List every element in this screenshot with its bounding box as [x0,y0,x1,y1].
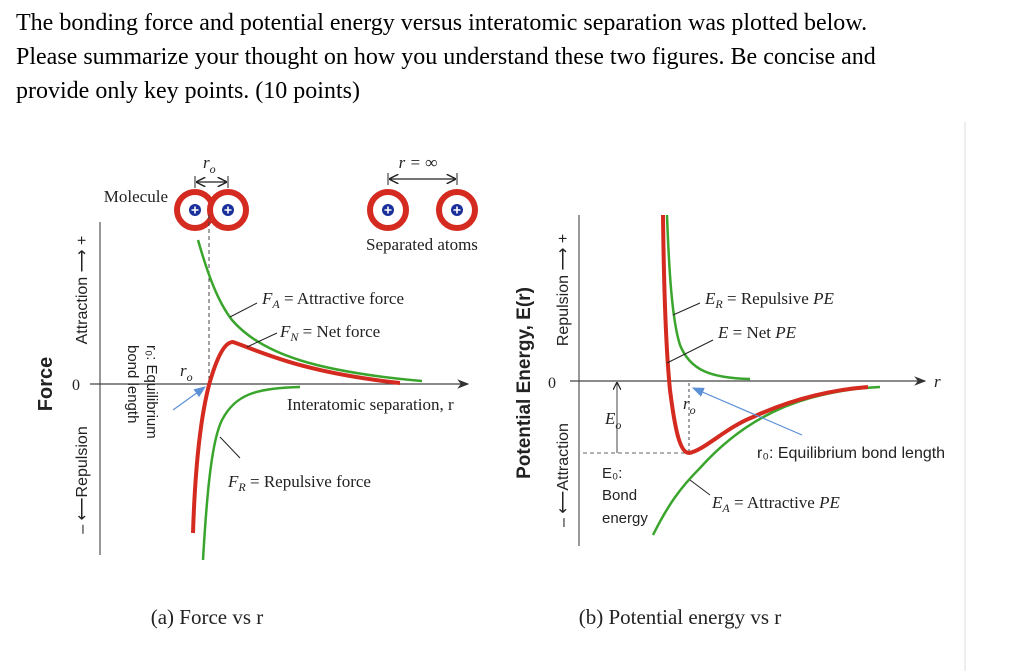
er-label: ER = Repulsive PE [704,289,834,311]
x-axis-label: Interatomic separation, r [287,395,454,414]
caption-a: (a) Force vs r [151,605,264,629]
ro-top-label: ro [203,153,216,176]
equilibrium-label-line2: bond length [124,345,141,423]
molecule-label: Molecule [104,187,168,206]
eo-label: Eo [604,409,621,432]
equilibrium-label-line1: r₀: Equilibrium [143,345,160,439]
fa-label: FA = Attractive force [261,289,404,311]
force-figure: 0 Force Attraction ⟶ + – ⟵Repulsion Mole… [35,153,478,629]
x-axis-label: r [934,372,941,391]
ro-label: ro [683,394,696,417]
nucleus-plus-icon [222,204,234,216]
molecule-atoms [174,189,249,231]
bond-energy-label: E₀: [602,465,622,482]
r-infinity-label: r = ∞ [399,153,438,172]
fr-label: FR = Repulsive force [227,472,371,494]
bond-energy-label: Bond [602,487,637,504]
ro-pointer-arrow [172,386,206,411]
question-line: provide only key points. (10 points) [16,78,360,104]
question-line: The bonding force and potential energy v… [16,10,868,36]
y-title: Potential Energy, E(r) [514,287,535,479]
net-force-curve [191,339,401,534]
y-title: Force [35,357,57,411]
y-negative-label: – ⟵Attraction [555,423,572,527]
ro-axis-label: ro [180,361,193,384]
zero-label: 0 [72,377,80,394]
repulsive-pe-curve [665,214,751,381]
ea-leader [689,479,711,496]
en-label: E = Net PE [717,323,797,342]
y-positive-label: Repulsion ⟶ + [555,234,572,346]
net-pe-curve [661,214,869,456]
nucleus-plus-icon [382,204,394,216]
question-line: Please summarize your thought on how you… [16,44,876,70]
zero-label: 0 [548,375,556,392]
nucleus-plus-icon [451,204,463,216]
nucleus-plus-icon [189,204,201,216]
y-negative-label: – ⟵Repulsion [74,426,91,533]
ro-pointer-arrow [691,387,803,436]
caption-b: (b) Potential energy vs r [579,605,782,629]
fn-label: FN = Net force [279,322,380,344]
bond-energy-label: energy [602,510,648,527]
separated-atoms [367,189,478,231]
ea-label: EA = Attractive PE [711,493,840,515]
y-positive-label: Attraction ⟶ + [74,236,91,345]
potential-energy-figure: r 0 Potential Energy, E(r) Repulsion ⟶ +… [514,214,945,629]
fa-leader [229,302,258,318]
separated-atoms-label: Separated atoms [366,235,478,254]
attractive-force-curve [196,239,423,383]
fr-leader [219,436,241,459]
repulsive-force-curve [201,385,301,561]
er-leader [672,302,701,316]
equilibrium-label: r₀: Equilibrium bond length [757,445,945,462]
fn-leader [246,332,278,348]
en-leader [666,339,714,364]
question-text: The bonding force and potential energy v… [16,6,1016,108]
